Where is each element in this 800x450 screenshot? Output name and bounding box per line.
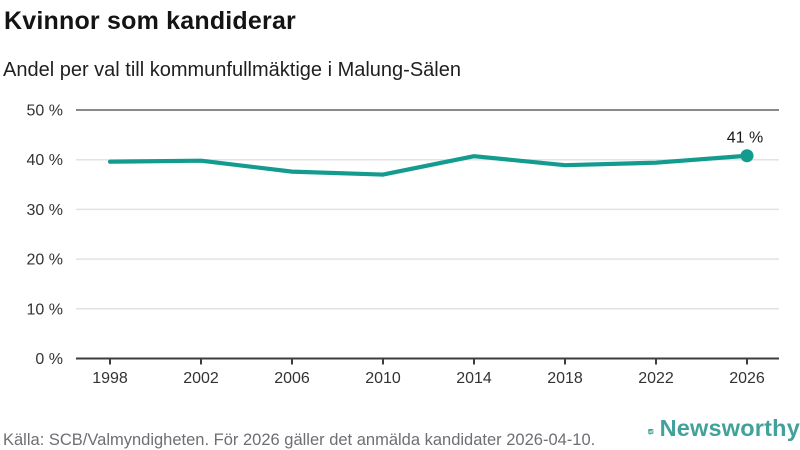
last-point-marker — [740, 149, 754, 163]
newsworthy-logo: Newsworthy — [648, 415, 800, 447]
y-axis-tick-label: 10 % — [27, 301, 63, 318]
newsworthy-wordmark: Newsworthy — [659, 415, 800, 441]
y-axis-tick-label: 40 % — [27, 152, 63, 169]
y-axis-tick-label: 30 % — [27, 202, 63, 219]
x-axis-tick-label: 2026 — [729, 370, 765, 387]
last-point-value-label: 41 % — [727, 130, 763, 147]
x-axis-tick-label: 1998 — [92, 370, 128, 387]
x-axis-tick-label: 2002 — [183, 370, 219, 387]
x-axis-tick-label: 2010 — [365, 370, 401, 387]
series-line — [107, 153, 750, 177]
x-axis-tick-label: 2014 — [456, 370, 492, 387]
y-axis-tick-label: 50 % — [27, 103, 63, 120]
x-axis-tick-label: 2018 — [547, 370, 583, 387]
source-note: Källa: SCB/Valmyndigheten. För 2026 gäll… — [3, 431, 596, 449]
y-axis-tick-label: 20 % — [27, 252, 63, 269]
x-axis-tick-label: 2006 — [274, 370, 310, 387]
x-axis-tick-label: 2022 — [638, 370, 674, 387]
newsworthy-bubble-chart-icon — [648, 428, 654, 436]
chart-title: Kvinnor som kandiderar — [4, 7, 296, 35]
y-axis-tick-label: 0 % — [35, 351, 63, 368]
chart-subtitle: Andel per val till kommunfullmäktige i M… — [3, 59, 461, 81]
